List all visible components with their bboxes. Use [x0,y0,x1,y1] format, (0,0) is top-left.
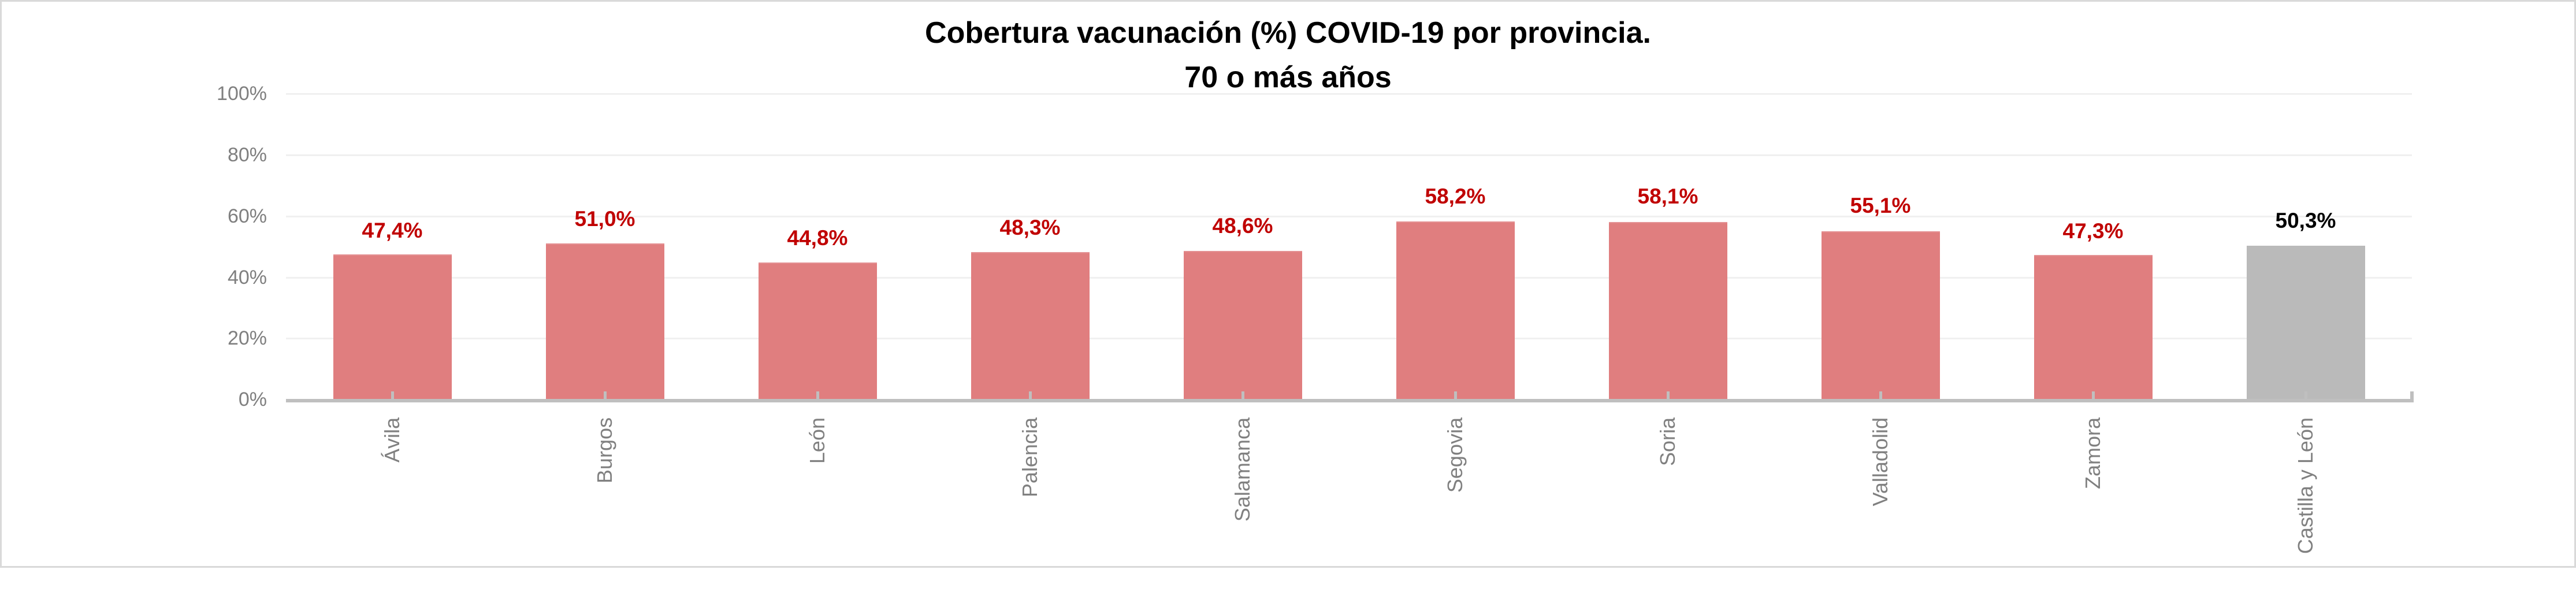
y-tick-20: 20% [227,327,267,349]
category-label-castilla-y-leon: Castilla y León [2294,417,2317,554]
category-label-valladolid: Valladolid [1868,417,1892,506]
gridline-80 [286,154,2412,156]
x-tick [2092,391,2095,400]
chart-subtitle: 70 o más años [1184,61,1392,94]
category-label-palencia: Palencia [1018,417,1042,498]
x-axis-line [286,399,2412,402]
x-tick [1667,391,1670,400]
bar-castilla-y-leon [2247,246,2365,400]
bar-soria [1609,222,1727,401]
category-label-leon: León [805,417,829,464]
value-label-soria: 58,1% [1637,184,1698,208]
category-label-segovia: Segovia [1443,417,1467,493]
category-label-avila: Ávila [380,417,404,463]
y-tick-60: 60% [227,205,267,227]
x-axis-end-tick [2410,391,2414,402]
x-tick [1879,391,1882,400]
value-label-burgos: 51,0% [574,207,635,231]
gridline-20 [286,338,2412,339]
y-tick-40: 40% [227,267,267,288]
value-label-segovia: 58,2% [1425,184,1486,208]
y-tick-0: 0% [238,389,267,410]
value-label-avila: 47,4% [362,219,423,242]
value-label-valladolid: 55,1% [1850,194,1911,217]
y-tick-100: 100% [217,83,267,105]
x-tick [816,391,819,400]
gridline-60 [286,216,2412,217]
x-tick [391,391,394,400]
category-label-soria: Soria [1656,417,1679,467]
bar-avila [333,254,452,401]
x-tick [2304,391,2307,400]
category-label-zamora: Zamora [2081,417,2105,490]
value-label-salamanca: 48,6% [1212,214,1273,238]
bar-zamora [2034,255,2153,401]
value-label-leon: 44,8% [787,226,848,250]
bar-burgos [546,243,664,401]
gridline-40 [286,277,2412,279]
category-label-salamanca: Salamanca [1231,417,1254,522]
bar-palencia [971,252,1090,401]
value-label-zamora: 47,3% [2062,219,2124,243]
gridline-100 [286,93,2412,95]
bar-segovia [1396,221,1515,401]
x-tick [1241,391,1244,400]
x-tick [1029,391,1032,400]
bar-leon [759,262,877,401]
x-tick [604,391,607,400]
bar-valladolid [1822,231,1940,401]
category-label-burgos: Burgos [593,417,616,484]
value-label-castilla-y-leon: 50,3% [2275,209,2336,232]
x-tick [1454,391,1457,400]
y-tick-80: 80% [227,144,267,166]
chart-title: Cobertura vacunación (%) COVID-19 por pr… [925,16,1651,50]
bar-salamanca [1184,251,1302,401]
value-label-palencia: 48,3% [999,216,1061,239]
